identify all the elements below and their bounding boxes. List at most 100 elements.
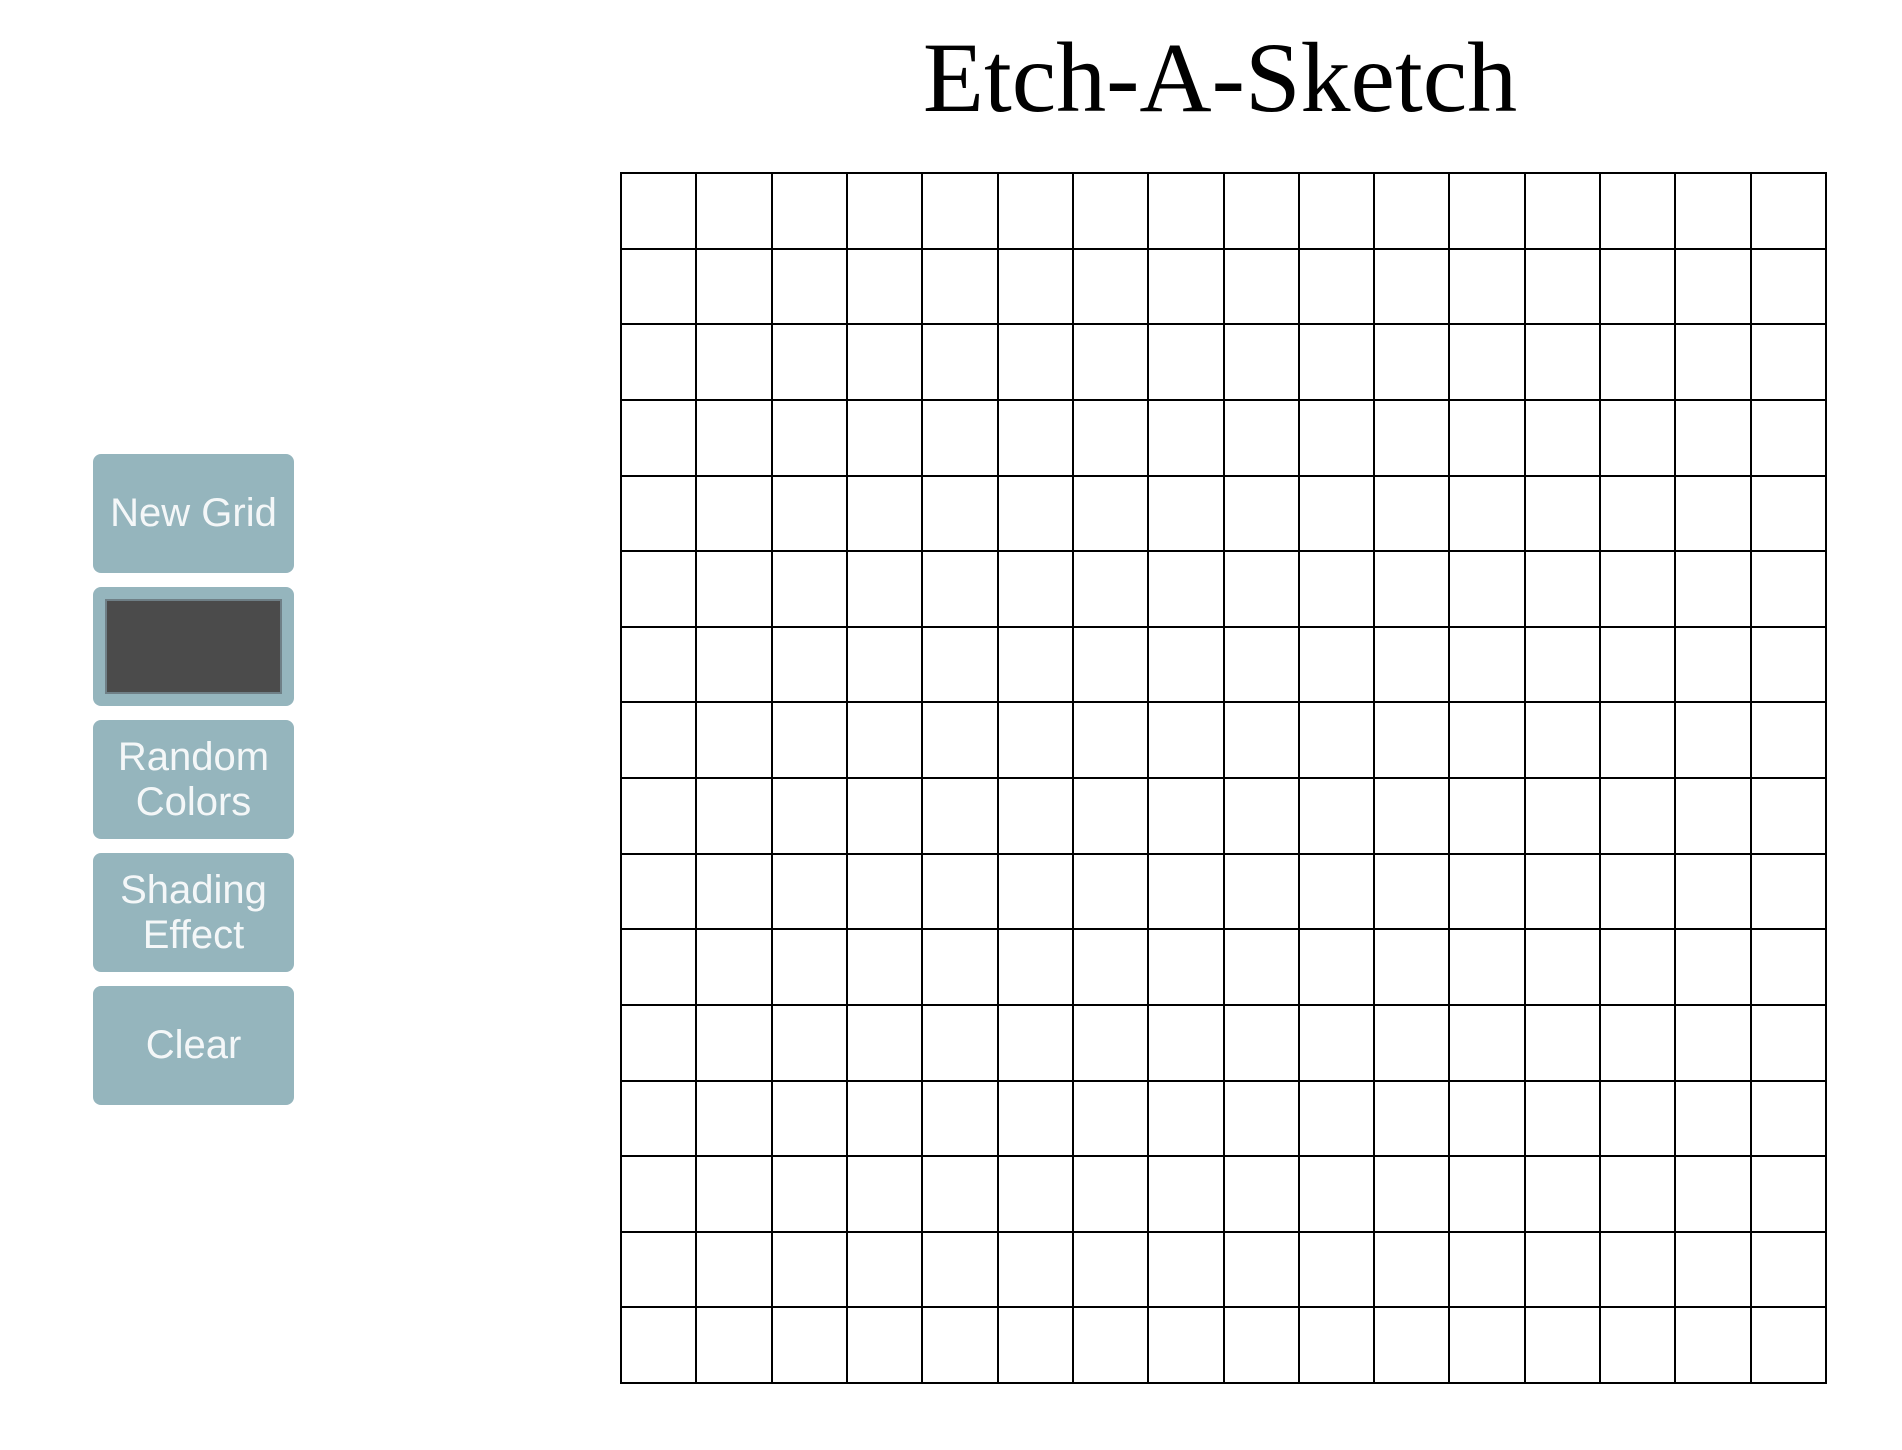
grid-cell[interactable] (1600, 626, 1676, 703)
grid-cell[interactable] (1524, 702, 1601, 778)
grid-cell[interactable] (1072, 399, 1149, 476)
grid-cell[interactable] (1223, 173, 1299, 249)
grid-cell[interactable] (1072, 1231, 1149, 1308)
grid-cell[interactable] (1600, 324, 1676, 400)
grid-cell[interactable] (922, 248, 998, 325)
grid-cell[interactable] (1750, 248, 1826, 325)
grid-cell[interactable] (696, 324, 772, 400)
grid-cell[interactable] (1675, 853, 1751, 930)
grid-cell[interactable] (1374, 173, 1450, 249)
grid-cell[interactable] (922, 702, 998, 778)
grid-cell[interactable] (1072, 1004, 1149, 1081)
grid-cell[interactable] (846, 248, 923, 325)
grid-cell[interactable] (696, 1080, 772, 1157)
grid-cell[interactable] (1675, 1307, 1751, 1383)
grid-cell[interactable] (1072, 551, 1149, 627)
grid-cell[interactable] (621, 475, 697, 552)
grid-cell[interactable] (1374, 1231, 1450, 1308)
grid-cell[interactable] (1298, 399, 1375, 476)
grid-cell[interactable] (1223, 1307, 1299, 1383)
grid-cell[interactable] (621, 929, 697, 1005)
grid-cell[interactable] (696, 626, 772, 703)
grid-cell[interactable] (1223, 399, 1299, 476)
sketch-grid[interactable] (620, 172, 1827, 1384)
grid-cell[interactable] (771, 248, 847, 325)
grid-cell[interactable] (1750, 399, 1826, 476)
grid-cell[interactable] (997, 1004, 1073, 1081)
grid-cell[interactable] (1675, 1156, 1751, 1232)
grid-cell[interactable] (1600, 702, 1676, 778)
grid-cell[interactable] (696, 702, 772, 778)
grid-cell[interactable] (1148, 702, 1224, 778)
grid-cell[interactable] (771, 324, 847, 400)
grid-cell[interactable] (1072, 1156, 1149, 1232)
grid-cell[interactable] (1298, 248, 1375, 325)
grid-cell[interactable] (1072, 1080, 1149, 1157)
grid-cell[interactable] (1072, 626, 1149, 703)
grid-cell[interactable] (621, 1080, 697, 1157)
grid-cell[interactable] (696, 248, 772, 325)
grid-cell[interactable] (1449, 1080, 1525, 1157)
grid-cell[interactable] (771, 929, 847, 1005)
grid-cell[interactable] (696, 399, 772, 476)
grid-cell[interactable] (1600, 248, 1676, 325)
grid-cell[interactable] (922, 173, 998, 249)
grid-cell[interactable] (1600, 399, 1676, 476)
grid-cell[interactable] (1148, 475, 1224, 552)
grid-cell[interactable] (922, 929, 998, 1005)
grid-cell[interactable] (1072, 929, 1149, 1005)
grid-cell[interactable] (1298, 778, 1375, 854)
grid-cell[interactable] (1524, 475, 1601, 552)
grid-cell[interactable] (1374, 626, 1450, 703)
grid-cell[interactable] (1449, 1004, 1525, 1081)
grid-cell[interactable] (771, 778, 847, 854)
grid-cell[interactable] (1675, 778, 1751, 854)
grid-cell[interactable] (621, 248, 697, 325)
grid-cell[interactable] (1600, 1004, 1676, 1081)
grid-cell[interactable] (1600, 475, 1676, 552)
grid-cell[interactable] (997, 475, 1073, 552)
grid-cell[interactable] (1524, 1004, 1601, 1081)
grid-cell[interactable] (1072, 702, 1149, 778)
grid-cell[interactable] (997, 1307, 1073, 1383)
grid-cell[interactable] (846, 626, 923, 703)
grid-cell[interactable] (696, 551, 772, 627)
grid-cell[interactable] (1223, 1004, 1299, 1081)
grid-cell[interactable] (1750, 1156, 1826, 1232)
grid-cell[interactable] (1524, 399, 1601, 476)
grid-cell[interactable] (1148, 248, 1224, 325)
grid-cell[interactable] (1298, 1307, 1375, 1383)
grid-cell[interactable] (621, 1231, 697, 1308)
grid-cell[interactable] (1449, 399, 1525, 476)
grid-cell[interactable] (1524, 1156, 1601, 1232)
grid-cell[interactable] (1298, 702, 1375, 778)
grid-cell[interactable] (846, 702, 923, 778)
grid-cell[interactable] (922, 324, 998, 400)
grid-cell[interactable] (771, 702, 847, 778)
grid-cell[interactable] (997, 248, 1073, 325)
grid-cell[interactable] (1449, 853, 1525, 930)
grid-cell[interactable] (1750, 1004, 1826, 1081)
grid-cell[interactable] (1750, 1231, 1826, 1308)
grid-cell[interactable] (1072, 1307, 1149, 1383)
grid-cell[interactable] (1072, 475, 1149, 552)
grid-cell[interactable] (1072, 778, 1149, 854)
grid-cell[interactable] (997, 1231, 1073, 1308)
grid-cell[interactable] (771, 1080, 847, 1157)
grid-cell[interactable] (771, 1307, 847, 1383)
grid-cell[interactable] (1675, 1080, 1751, 1157)
grid-cell[interactable] (1600, 1156, 1676, 1232)
grid-cell[interactable] (1449, 324, 1525, 400)
grid-cell[interactable] (621, 324, 697, 400)
grid-cell[interactable] (1524, 173, 1601, 249)
grid-cell[interactable] (1374, 929, 1450, 1005)
shading-effect-button[interactable]: Shading Effect (93, 853, 294, 972)
grid-cell[interactable] (1750, 324, 1826, 400)
grid-cell[interactable] (1524, 1307, 1601, 1383)
grid-cell[interactable] (1223, 551, 1299, 627)
grid-cell[interactable] (1148, 551, 1224, 627)
grid-cell[interactable] (1675, 929, 1751, 1005)
grid-cell[interactable] (621, 399, 697, 476)
grid-cell[interactable] (1675, 399, 1751, 476)
grid-cell[interactable] (621, 1004, 697, 1081)
